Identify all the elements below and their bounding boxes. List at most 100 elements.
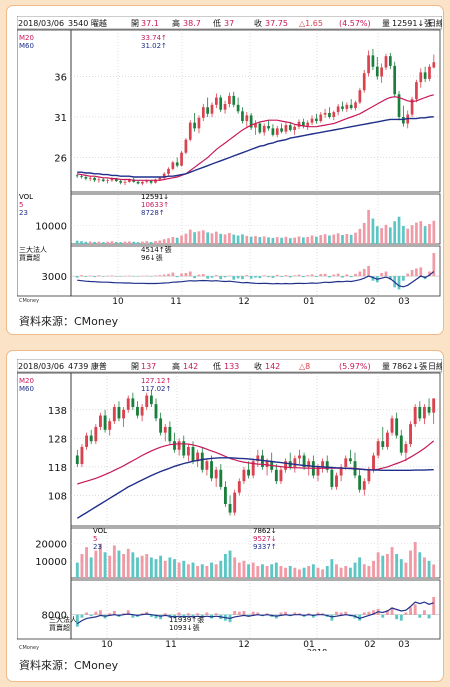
candle-body	[332, 112, 336, 117]
candle-body	[348, 458, 352, 462]
inst-bar	[233, 610, 237, 615]
candle	[99, 412, 102, 430]
inst-bar	[279, 612, 283, 615]
inst-bar	[193, 276, 196, 279]
volume-bar	[310, 235, 314, 244]
inst-bar	[301, 276, 305, 278]
inst-bar	[388, 276, 392, 280]
month-label: 03	[398, 297, 409, 304]
candle-body	[330, 469, 334, 487]
volume-bar	[128, 241, 131, 244]
price-tick-label: 128	[48, 434, 67, 445]
cmoney-logo: CMoney	[19, 298, 39, 304]
inst-bar	[293, 275, 296, 277]
candle-body	[158, 177, 162, 180]
inst-bar	[409, 607, 412, 615]
header-open-label: 開	[131, 362, 139, 371]
chart-card-2: 2018/03/06 4739 康普開 137 高 142 低 133 收 142 △8 (5.97…	[6, 350, 444, 682]
inst-bar	[372, 610, 375, 615]
candle	[223, 481, 227, 507]
inst-bar	[145, 275, 149, 277]
inst-bar	[75, 614, 79, 627]
volume-bar	[293, 237, 296, 244]
candle-body	[149, 395, 153, 405]
candle-body	[101, 179, 105, 182]
inst-bar	[315, 276, 318, 278]
candle	[323, 108, 327, 118]
inst-bar	[167, 273, 170, 277]
volume-bar	[97, 241, 101, 244]
volume-bar	[200, 564, 204, 578]
candle-body	[97, 179, 101, 181]
inst-bar	[175, 276, 179, 278]
volume-bar	[242, 560, 246, 578]
volume-bar	[247, 564, 250, 578]
inst-bar	[159, 614, 163, 620]
inst-bar	[188, 271, 192, 277]
volume-bar	[402, 225, 405, 244]
inst-bar	[200, 614, 204, 618]
candle-body	[117, 406, 121, 419]
inst-bar	[418, 614, 422, 618]
volume-bar	[193, 232, 196, 244]
volume-bar	[184, 233, 188, 244]
candle-body	[84, 177, 88, 179]
inst-bar	[380, 273, 383, 277]
candle	[149, 389, 153, 407]
candle-body	[393, 65, 397, 95]
volume-bar	[188, 229, 192, 244]
candle-body	[228, 95, 231, 105]
ma-legend-value: 127.12↑	[141, 377, 171, 385]
candle-body	[128, 179, 131, 182]
inst-bar	[145, 611, 149, 615]
candle	[89, 429, 93, 445]
volume-bar	[344, 566, 348, 578]
candle-body	[302, 455, 306, 467]
volume-bar	[177, 562, 181, 578]
volume-bar	[307, 566, 311, 578]
inst-bar	[427, 614, 431, 619]
candle-body	[349, 104, 353, 109]
month-label: 10	[101, 640, 113, 650]
candle	[193, 112, 196, 132]
inst-cumulative-line	[76, 601, 434, 625]
candle	[279, 466, 283, 485]
volume-bar	[372, 560, 375, 578]
volume-bar	[393, 221, 397, 244]
candle-body	[301, 121, 305, 126]
candle-body	[223, 104, 227, 110]
inst-bar	[180, 273, 183, 277]
candle-body	[371, 55, 375, 67]
candle-body	[306, 122, 310, 126]
candle	[371, 48, 375, 70]
volume-bar	[236, 235, 240, 244]
candle	[325, 455, 329, 473]
header-high-label: 高	[172, 361, 180, 371]
candle-body	[108, 421, 112, 430]
candle-body	[422, 406, 426, 419]
candle	[341, 101, 344, 112]
inst-bar	[149, 276, 153, 277]
candle	[80, 444, 84, 467]
inst-bar	[128, 275, 131, 277]
volume-tick-label: 10000	[35, 222, 67, 233]
inst-bar	[349, 276, 353, 278]
candle-body	[381, 441, 385, 447]
header-stock: 4739 康普	[68, 361, 107, 371]
inst-bar	[223, 276, 227, 278]
volume-bar	[173, 559, 176, 578]
inst-bar	[197, 274, 201, 277]
volume-bar	[301, 237, 305, 244]
inst-cumulative-line	[77, 271, 435, 288]
candle	[395, 412, 399, 439]
candle	[245, 112, 249, 128]
candle	[415, 79, 418, 103]
volume-bar	[432, 564, 436, 578]
candle	[228, 92, 231, 108]
inst-bar	[384, 271, 388, 277]
candle-body	[423, 72, 427, 79]
inst-bar	[162, 274, 166, 277]
candle	[409, 421, 412, 447]
candle	[210, 102, 214, 117]
candle-body	[200, 452, 204, 470]
